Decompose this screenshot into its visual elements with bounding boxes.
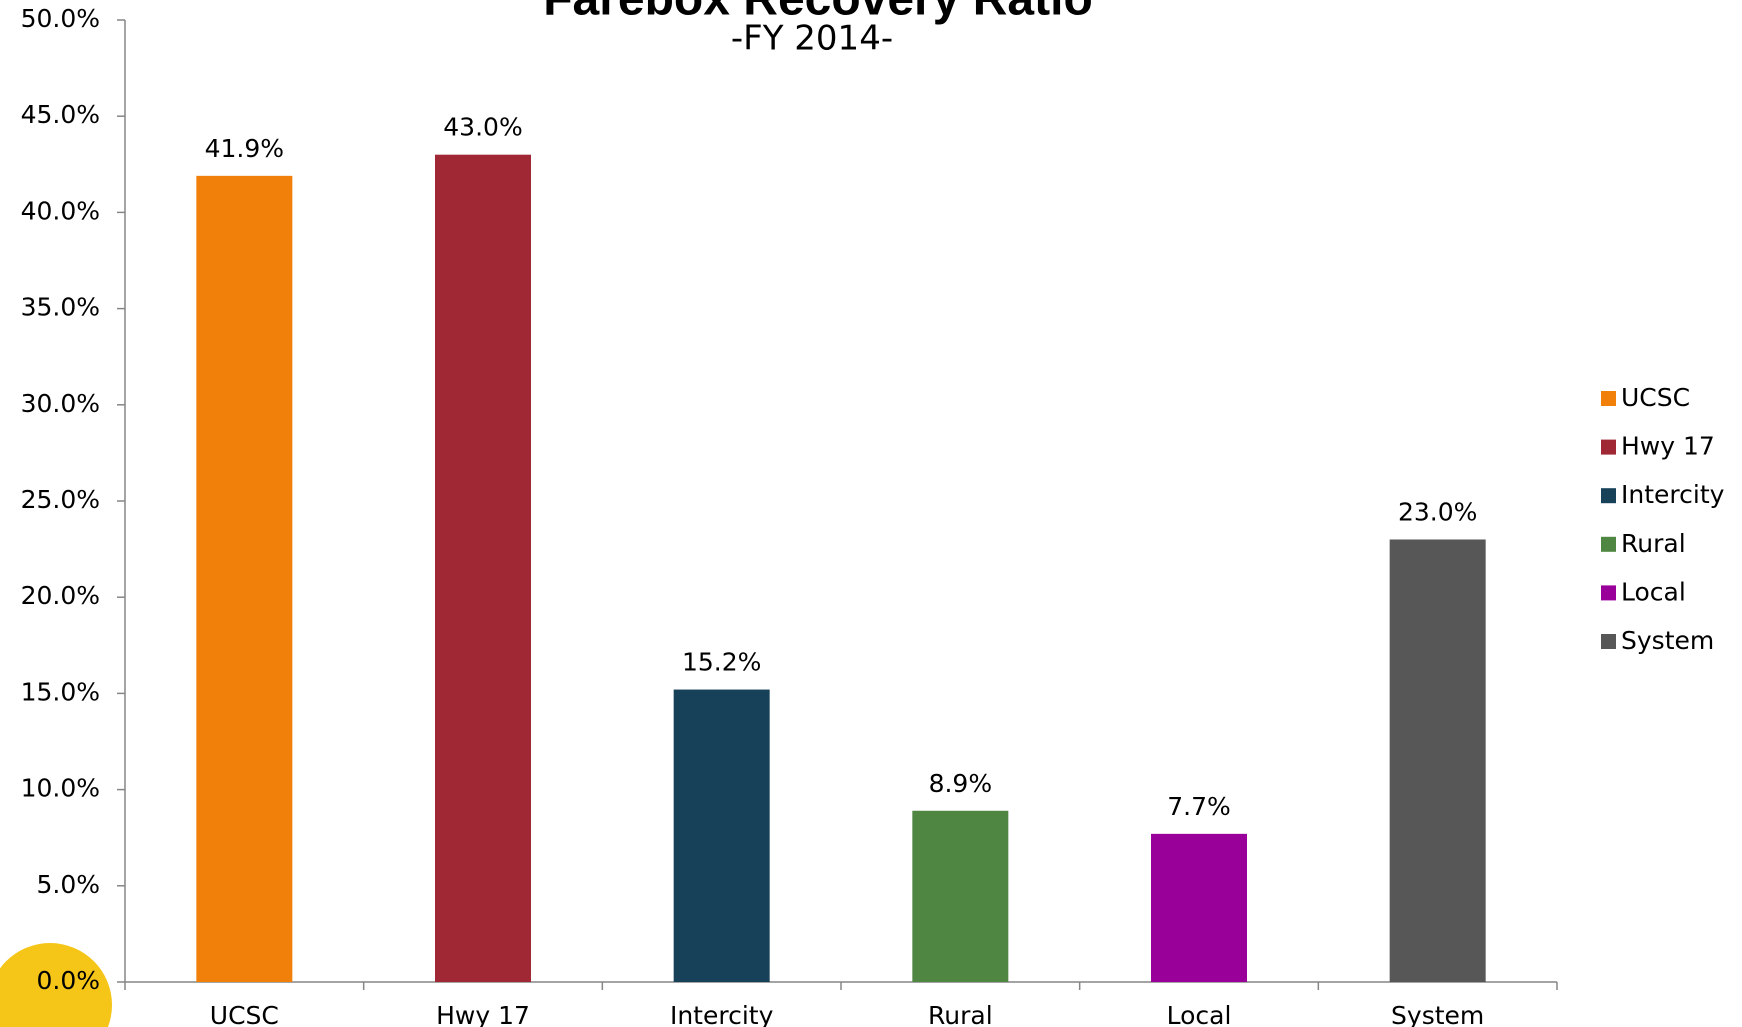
- legend-swatch: [1601, 634, 1616, 649]
- value-label: 15.2%: [682, 648, 761, 677]
- x-tick-label: Local: [1167, 1001, 1232, 1027]
- y-tick-label: 50.0%: [21, 4, 100, 33]
- y-tick-label: 35.0%: [21, 293, 100, 322]
- value-label: 43.0%: [443, 113, 522, 142]
- legend-label: Intercity: [1621, 480, 1725, 509]
- y-tick-label: 45.0%: [21, 100, 100, 129]
- legend-label: System: [1621, 626, 1714, 655]
- x-tick-label: UCSC: [210, 1001, 279, 1027]
- legend-swatch: [1601, 439, 1616, 455]
- legend-swatch: [1601, 585, 1616, 601]
- bar: [1151, 833, 1247, 982]
- y-tick-label: 5.0%: [36, 870, 100, 899]
- legend-label: Hwy 17: [1621, 432, 1715, 461]
- bar: [673, 689, 770, 982]
- x-tick-label: Hwy 17: [436, 1001, 530, 1027]
- bar: [912, 810, 1009, 982]
- value-label: 41.9%: [205, 134, 284, 163]
- chart-subtitle: -FY 2014-: [731, 19, 893, 59]
- bar: [1389, 539, 1486, 982]
- legend-swatch: [1601, 536, 1616, 552]
- x-tick-label: System: [1391, 1001, 1484, 1027]
- value-label: 23.0%: [1398, 497, 1477, 526]
- legend-label: UCSC: [1621, 383, 1690, 412]
- x-tick-label: Rural: [928, 1001, 993, 1027]
- y-tick-label: 20.0%: [21, 581, 100, 610]
- y-tick-label: 30.0%: [21, 389, 100, 418]
- y-tick-label: 0.0%: [36, 966, 100, 995]
- legend-label: Rural: [1621, 529, 1686, 558]
- bar: [196, 175, 293, 982]
- y-tick-label: 10.0%: [21, 774, 100, 803]
- legend-swatch: [1601, 488, 1616, 504]
- y-tick-label: 15.0%: [21, 677, 100, 706]
- bar: [435, 154, 531, 982]
- value-label: 7.7%: [1167, 792, 1231, 821]
- x-tick-label: Intercity: [670, 1001, 774, 1027]
- y-tick-label: 40.0%: [21, 196, 100, 225]
- logo: [0, 943, 112, 1027]
- y-tick-label: 25.0%: [21, 485, 100, 514]
- legend-label: Local: [1621, 577, 1686, 606]
- chart-title: Farebox Recovery Ratio: [543, 0, 1093, 26]
- legend-swatch: [1601, 391, 1616, 406]
- value-label: 8.9%: [929, 769, 993, 798]
